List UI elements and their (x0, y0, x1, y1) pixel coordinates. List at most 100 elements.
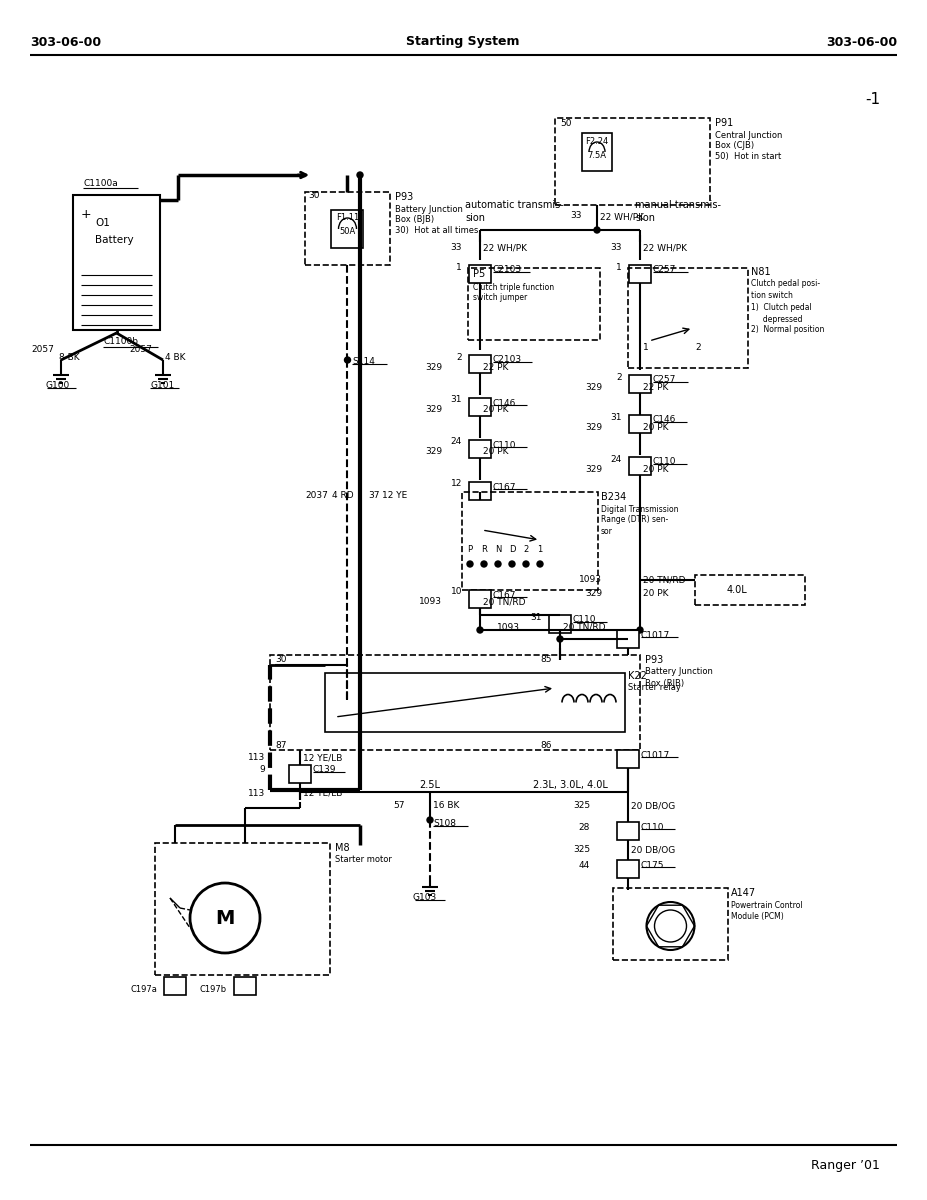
Bar (695, 575, 805, 605)
Bar (617, 822, 639, 840)
Text: 20 PK: 20 PK (643, 464, 668, 474)
Bar (155, 842, 330, 974)
Text: -: - (81, 300, 85, 310)
Text: 1: 1 (538, 546, 542, 554)
Text: C110: C110 (573, 616, 596, 624)
Bar (629, 457, 651, 475)
Circle shape (594, 227, 600, 233)
Text: 2037: 2037 (305, 491, 328, 499)
Text: 30)  Hot at all times: 30) Hot at all times (395, 227, 478, 235)
Text: tion switch: tion switch (751, 290, 793, 300)
Circle shape (509, 560, 515, 566)
Text: 20 PK: 20 PK (483, 448, 509, 456)
Bar (555, 118, 710, 205)
Text: Box (BJB): Box (BJB) (645, 678, 684, 688)
Text: Starter relay: Starter relay (628, 684, 680, 692)
Text: 85: 85 (540, 655, 552, 665)
Text: 31: 31 (530, 612, 542, 622)
Text: C167: C167 (493, 590, 516, 600)
Text: Starter motor: Starter motor (335, 856, 392, 864)
Text: Digital Transmission: Digital Transmission (601, 504, 679, 514)
Text: C1017: C1017 (641, 630, 670, 640)
Text: M8: M8 (335, 842, 349, 853)
Bar (617, 630, 639, 648)
Text: 22 WH/PK: 22 WH/PK (483, 244, 527, 252)
Text: C257: C257 (653, 265, 677, 275)
Text: K22: K22 (628, 671, 647, 680)
Text: 113: 113 (248, 788, 265, 798)
Bar (617, 750, 639, 768)
Bar (462, 492, 598, 590)
Text: Box (CJB): Box (CJB) (715, 142, 755, 150)
Circle shape (477, 626, 483, 634)
Text: 30: 30 (275, 655, 286, 665)
Text: 22 WH/PK: 22 WH/PK (600, 212, 644, 222)
Text: C197b: C197b (200, 984, 227, 994)
Circle shape (345, 358, 350, 362)
Text: Range (DTR) sen-: Range (DTR) sen- (601, 516, 668, 524)
Bar (613, 888, 728, 960)
Bar (629, 265, 651, 283)
Text: 20 TN/RD: 20 TN/RD (483, 598, 526, 606)
Text: 20 DB/OG: 20 DB/OG (631, 846, 675, 854)
Text: C2103: C2103 (493, 355, 522, 365)
Text: F2.24: F2.24 (585, 137, 609, 145)
Text: Starting System: Starting System (406, 36, 520, 48)
Text: Ranger ’01: Ranger ’01 (811, 1158, 880, 1171)
Text: +: + (81, 209, 92, 222)
Text: 2: 2 (695, 343, 701, 353)
Text: Battery Junction: Battery Junction (395, 204, 463, 214)
Text: C110: C110 (493, 440, 516, 450)
Text: P93: P93 (395, 192, 413, 202)
Circle shape (557, 636, 563, 642)
Circle shape (467, 560, 473, 566)
Text: 1: 1 (456, 264, 462, 272)
Text: A147: A147 (731, 888, 756, 898)
Text: 1093: 1093 (419, 598, 442, 606)
Circle shape (523, 560, 529, 566)
Bar (289, 766, 311, 782)
Text: 303-06-00: 303-06-00 (826, 36, 897, 48)
Text: P93: P93 (645, 655, 663, 665)
Bar (305, 192, 390, 265)
Text: Clutch pedal posi-: Clutch pedal posi- (751, 280, 820, 288)
Text: Central Junction: Central Junction (715, 131, 782, 139)
Text: 325: 325 (573, 846, 590, 854)
Bar (325, 673, 625, 732)
Text: O1: O1 (95, 218, 110, 228)
Text: Clutch triple function: Clutch triple function (473, 282, 554, 292)
Circle shape (481, 560, 487, 566)
Text: N: N (495, 546, 502, 554)
Text: 12: 12 (451, 480, 462, 488)
Text: 22 PK: 22 PK (483, 362, 508, 372)
Bar (469, 355, 491, 373)
Text: 1093: 1093 (579, 576, 602, 584)
Text: 50A: 50A (339, 228, 356, 236)
Text: C110: C110 (653, 457, 677, 467)
Text: 87: 87 (275, 740, 286, 750)
Bar (469, 440, 491, 458)
Text: S114: S114 (352, 358, 375, 366)
Text: 20 DB/OG: 20 DB/OG (631, 802, 675, 810)
Text: C167: C167 (493, 482, 516, 492)
Text: 22 PK: 22 PK (643, 383, 668, 391)
Text: manual transmis-: manual transmis- (635, 200, 721, 210)
Text: 9: 9 (260, 766, 265, 774)
Text: 329: 329 (585, 383, 602, 391)
Text: 24: 24 (451, 438, 462, 446)
Circle shape (495, 560, 501, 566)
Text: 31: 31 (611, 413, 622, 421)
Text: 12 YE/LB: 12 YE/LB (303, 754, 342, 762)
Text: C1100b: C1100b (103, 337, 138, 347)
Text: 10: 10 (451, 588, 462, 596)
Text: 4 RD: 4 RD (332, 491, 353, 499)
Text: C175: C175 (641, 860, 665, 870)
Text: sion: sion (465, 214, 485, 223)
Text: P91: P91 (715, 118, 733, 128)
Text: 4.0L: 4.0L (727, 584, 747, 595)
Text: C110: C110 (641, 822, 665, 832)
Text: 12 YE/LB: 12 YE/LB (303, 788, 342, 798)
Text: C146: C146 (493, 398, 516, 408)
Circle shape (637, 626, 643, 634)
Text: 2: 2 (524, 546, 528, 554)
